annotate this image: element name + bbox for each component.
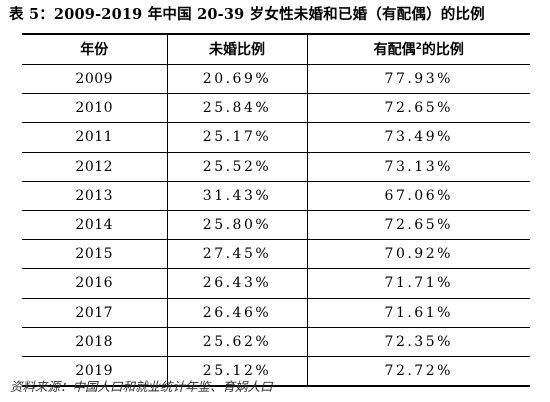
- married-ratio-cell: 71.61%: [306, 297, 530, 328]
- table-row: 2017 26.46% 71.61%: [22, 297, 530, 328]
- year-cell: 2017: [22, 297, 168, 328]
- year-cell: 2015: [22, 239, 168, 270]
- table-row: 2009 20.69% 77.93%: [22, 63, 530, 95]
- unmarried-ratio-cell: 25.17%: [166, 122, 308, 153]
- married-ratio-cell: 73.13%: [306, 151, 530, 182]
- married-ratio-cell: 72.72%: [306, 355, 530, 388]
- married-ratio-cell: 72.65%: [306, 93, 530, 124]
- year-cell: 2018: [22, 326, 168, 357]
- year-cell: 2012: [22, 151, 168, 182]
- married-ratio-cell: 73.49%: [306, 122, 530, 153]
- table-row: 2010 25.84% 72.65%: [22, 93, 530, 124]
- married-ratio-cell: 72.65%: [306, 209, 530, 241]
- year-cell: 2013: [22, 180, 168, 211]
- table-row: 2018 25.62% 72.35%: [22, 326, 530, 357]
- table-row: 2015 27.45% 70.92%: [22, 239, 530, 270]
- table-row: 2011 25.17% 73.49%: [22, 122, 530, 153]
- married-ratio-cell: 77.93%: [306, 63, 530, 95]
- married-ratio-cell: 70.92%: [306, 239, 530, 270]
- unmarried-ratio-cell: 20.69%: [166, 63, 308, 95]
- unmarried-ratio-cell: 26.43%: [166, 268, 308, 299]
- footnote-marker: 2: [415, 41, 422, 52]
- unmarried-ratio-cell: 25.62%: [166, 326, 308, 357]
- header-married-prefix: 有配偶: [373, 41, 416, 58]
- unmarried-ratio-cell: 25.80%: [166, 209, 308, 241]
- header-married-ratio: 有配偶2的比例: [306, 33, 530, 65]
- year-cell: 2014: [22, 209, 168, 241]
- unmarried-ratio-cell: 31.43%: [166, 180, 308, 211]
- unmarried-ratio-cell: 25.52%: [166, 151, 308, 182]
- unmarried-ratio-cell: 25.84%: [166, 93, 308, 124]
- unmarried-ratio-cell: 25.12%: [166, 355, 308, 388]
- source-note: 资料来源：中国人口和就业统计年鉴、育娲人口: [10, 379, 273, 394]
- year-cell: 2011: [22, 122, 168, 153]
- header-year: 年份: [22, 33, 168, 65]
- married-ratio-cell: 72.35%: [306, 326, 530, 357]
- table-row: 2016 26.43% 71.71%: [22, 268, 530, 299]
- table-row: 2012 25.52% 73.13%: [22, 151, 530, 182]
- year-cell: 2010: [22, 93, 168, 124]
- table-header-row: 年份 未婚比例 有配偶2的比例: [22, 33, 530, 65]
- table-row: 2013 31.43% 67.06%: [22, 180, 530, 211]
- header-married-suffix: 的比例: [421, 41, 464, 58]
- table-title: 表 5：2009-2019 年中国 20-39 岁女性未婚和已婚（有配偶）的比例: [9, 6, 485, 23]
- marriage-ratio-table: 年份 未婚比例 有配偶2的比例 2009 20.69% 77.93% 2010 25.8…: [22, 33, 530, 388]
- married-ratio-cell: 67.06%: [306, 180, 530, 211]
- table-row: 2019 25.12% 72.72%: [22, 355, 530, 388]
- year-cell: 2009: [22, 63, 168, 95]
- unmarried-ratio-cell: 26.46%: [166, 297, 308, 328]
- married-ratio-cell: 71.71%: [306, 268, 530, 299]
- header-unmarried-ratio: 未婚比例: [166, 33, 308, 65]
- year-cell: 2019: [22, 355, 168, 388]
- year-cell: 2016: [22, 268, 168, 299]
- unmarried-ratio-cell: 27.45%: [166, 239, 308, 270]
- table-row: 2014 25.80% 72.65%: [22, 209, 530, 241]
